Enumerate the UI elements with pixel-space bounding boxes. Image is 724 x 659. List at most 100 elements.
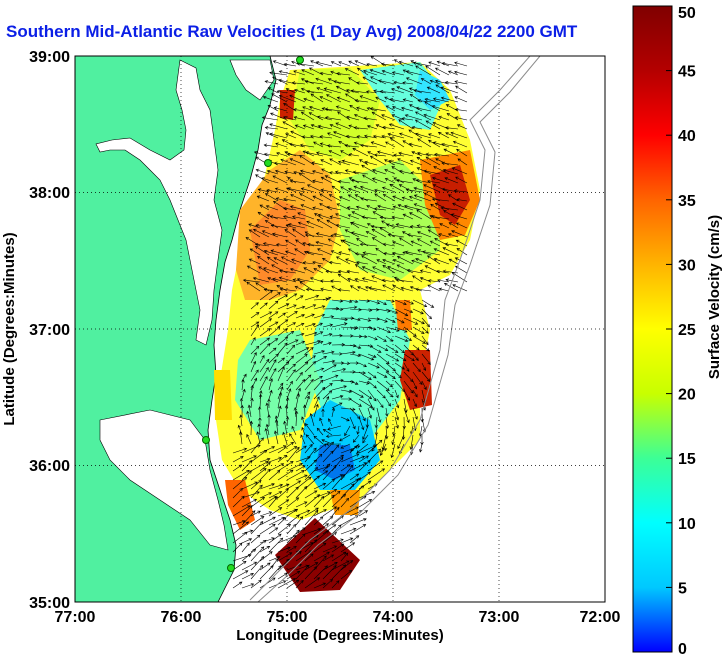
velocity-arrow [411, 151, 423, 157]
velocity-arrow [373, 89, 387, 94]
velocity-arrow [381, 134, 396, 139]
velocity-arrow [282, 206, 297, 211]
velocity-arrow [268, 292, 281, 301]
velocity-arrow [379, 215, 396, 220]
velocity-arrow [354, 277, 369, 283]
velocity-arrow [291, 215, 306, 220]
velocity-arrow [376, 398, 384, 409]
velocity-arrow [364, 160, 378, 166]
velocity-arrow [257, 188, 270, 193]
velocity-arrow [414, 111, 432, 121]
velocity-arrow [358, 353, 375, 361]
velocity-arrow [394, 344, 405, 354]
velocity-arrow [383, 252, 396, 256]
velocity-arrow [322, 506, 338, 517]
velocity-arrow [456, 148, 468, 157]
velocity-arrow [261, 116, 279, 121]
velocity-arrow [304, 423, 315, 436]
velocity-arrow [313, 331, 324, 337]
velocity-arrow [403, 326, 417, 337]
velocity-arrow [368, 286, 387, 292]
velocity-arrow [259, 358, 270, 373]
velocity-arrow [385, 317, 396, 323]
sound-water [99, 409, 229, 551]
velocity-arrow [293, 407, 298, 418]
velocity-arrow [327, 132, 342, 139]
velocity-arrow [259, 537, 275, 544]
velocity-arrow [454, 61, 468, 67]
velocity-arrow [287, 223, 306, 229]
velocity-arrow [322, 554, 335, 562]
velocity-arrow [322, 578, 333, 589]
velocity-arrow [374, 425, 379, 436]
velocity-arrow [313, 582, 327, 589]
velocity-arrow [354, 264, 369, 274]
velocity-arrow [297, 221, 315, 229]
velocity-arrow [268, 347, 277, 355]
velocity-arrow [319, 193, 333, 202]
velocity-arrow [232, 487, 243, 499]
velocity-arrow [381, 278, 396, 283]
velocity-arrow [394, 416, 399, 429]
velocity-arrow [374, 188, 387, 193]
velocity-arrow [259, 483, 275, 490]
colorbar-tick-label: 30 [678, 257, 696, 274]
velocity-arrow [376, 259, 387, 265]
velocity-arrow [322, 350, 335, 355]
velocity-arrow [363, 134, 378, 139]
velocity-arrow [274, 169, 288, 175]
velocity-arrow [331, 322, 348, 328]
velocity-arrow [273, 106, 288, 112]
velocity-arrow [347, 214, 360, 220]
velocity-arrow [241, 388, 246, 400]
velocity-arrow [259, 446, 276, 454]
velocity-arrow [446, 113, 459, 121]
velocity-arrow [331, 299, 344, 303]
velocity-arrow [241, 444, 261, 454]
velocity-arrow [397, 434, 405, 450]
velocity-arrow [301, 416, 306, 427]
velocity-arrow [356, 425, 360, 435]
velocity-arrow [367, 362, 380, 369]
velocity-arrow [268, 565, 282, 580]
velocity-arrow [289, 158, 306, 166]
velocity-arrow [380, 443, 387, 456]
velocity-arrow [331, 560, 350, 571]
velocity-arrow [409, 225, 423, 229]
velocity-arrow [252, 228, 270, 238]
velocity-arrow [304, 304, 317, 310]
velocity-arrow [313, 516, 324, 526]
velocity-arrow [331, 538, 344, 544]
velocity-arrow [389, 98, 405, 103]
velocity-arrow [376, 407, 382, 423]
velocity-arrow [411, 125, 423, 130]
velocity-arrow [304, 233, 324, 238]
velocity-arrow [358, 362, 367, 368]
velocity-arrow [439, 223, 450, 229]
velocity-arrow [313, 482, 327, 490]
velocity-arrow [316, 219, 333, 229]
velocity-arrow [441, 61, 459, 67]
velocity-arrow [322, 545, 338, 553]
velocity-arrow [282, 431, 288, 445]
velocity-arrow [421, 299, 435, 308]
velocity-arrow [432, 141, 450, 148]
velocity-arrow [419, 269, 432, 274]
velocity-arrow [447, 70, 459, 76]
velocity-arrow [326, 144, 342, 148]
velocity-arrow [362, 174, 378, 184]
velocity-arrow [413, 89, 432, 94]
velocity-arrow [295, 332, 305, 337]
velocity-arrow [304, 459, 318, 472]
velocity-arrow [313, 496, 325, 508]
velocity-arrow [427, 179, 441, 184]
velocity-arrow [319, 279, 333, 283]
velocity-arrow [278, 94, 297, 103]
velocity-arrow [394, 398, 400, 409]
y-tick-label: 37:00 [29, 322, 70, 339]
velocity-arrow [433, 166, 450, 175]
velocity-arrow [340, 350, 356, 355]
velocity-arrow [249, 248, 261, 256]
velocity-arrow [451, 167, 468, 175]
velocity-arrow [293, 108, 306, 112]
